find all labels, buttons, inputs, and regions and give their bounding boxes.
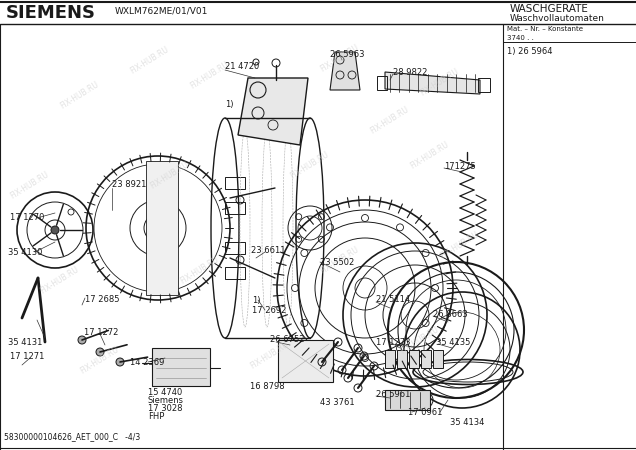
Text: FIX-HUB.RU: FIX-HUB.RU [419,67,461,98]
Text: FIX-HUB.RU: FIX-HUB.RU [39,265,81,296]
Text: FIX-HUB.RU: FIX-HUB.RU [289,149,331,180]
Text: 3740 . .: 3740 . . [507,35,534,41]
Text: FIX-HUB.RU: FIX-HUB.RU [369,104,411,135]
Text: 1): 1) [252,296,261,305]
Text: FIX-HUB.RU: FIX-HUB.RU [149,160,191,190]
Text: 26 5963: 26 5963 [330,50,364,59]
Text: FHP: FHP [148,412,164,421]
Text: 17 1270: 17 1270 [10,213,45,222]
Text: FIX-HUB.RU: FIX-HUB.RU [319,244,361,275]
Text: 17 3028: 17 3028 [148,404,183,413]
Text: FIX-HUB.RU: FIX-HUB.RU [9,170,51,200]
Text: 35 4135: 35 4135 [436,338,471,347]
Text: 16 8798: 16 8798 [250,382,285,391]
Text: 1): 1) [225,100,233,109]
Circle shape [151,221,165,235]
Text: FIX-HUB.RU: FIX-HUB.RU [399,324,441,356]
Polygon shape [238,78,308,145]
Polygon shape [397,350,407,368]
Text: FIX-HUB.RU: FIX-HUB.RU [79,345,121,375]
Text: 14 2369: 14 2369 [130,358,164,367]
Text: 28 9822: 28 9822 [393,68,427,77]
Text: FIX-HUB.RU: FIX-HUB.RU [59,80,101,110]
Text: 17 1272: 17 1272 [84,328,118,337]
Circle shape [78,336,86,344]
Polygon shape [278,340,333,382]
Polygon shape [146,161,178,295]
Text: 58300000104626_AET_000_C   -4/3: 58300000104626_AET_000_C -4/3 [4,432,141,441]
Text: FIX-HUB.RU: FIX-HUB.RU [189,59,231,90]
Text: SIEMENS: SIEMENS [6,4,96,22]
Text: 23 8921: 23 8921 [112,180,146,189]
Text: FIX-HUB.RU: FIX-HUB.RU [439,230,481,261]
Circle shape [51,226,59,234]
Polygon shape [433,350,443,368]
Text: 35 4134: 35 4134 [450,418,485,427]
Polygon shape [409,350,419,368]
Text: 26 5961: 26 5961 [376,390,410,399]
Text: Mat. – Nr. – Konstante: Mat. – Nr. – Konstante [507,26,583,32]
Text: FIX-HUB.RU: FIX-HUB.RU [249,340,291,370]
Text: 23 5502: 23 5502 [320,258,354,267]
Polygon shape [385,72,480,94]
Text: 26 6752: 26 6752 [270,335,305,344]
Text: 26 8663: 26 8663 [433,310,467,319]
Text: FIX-HUB.RU: FIX-HUB.RU [129,45,171,76]
Text: FIX-HUB.RU: FIX-HUB.RU [179,255,221,285]
Text: 17 1273: 17 1273 [376,338,410,347]
Text: WXLM762ME/01/V01: WXLM762ME/01/V01 [115,6,209,15]
Text: 21 5114: 21 5114 [376,295,410,304]
Text: 35 4130: 35 4130 [8,248,43,257]
Polygon shape [330,52,360,90]
Text: 1) 26 5964: 1) 26 5964 [507,47,553,56]
Text: Siemens: Siemens [148,396,184,405]
Polygon shape [385,390,430,410]
Text: 21 4720: 21 4720 [225,62,259,71]
Text: FIX-HUB.RU: FIX-HUB.RU [409,140,451,171]
Text: 17 1271: 17 1271 [10,352,45,361]
Text: 43 3761: 43 3761 [320,398,355,407]
Text: WASCHGERÄTE: WASCHGERÄTE [510,4,589,14]
Text: 35 4131: 35 4131 [8,338,43,347]
Circle shape [116,358,124,366]
Text: Waschvollautomaten: Waschvollautomaten [510,14,605,23]
Text: 17 2685: 17 2685 [85,295,120,304]
Text: FIX-HUB.RU: FIX-HUB.RU [319,43,361,73]
Text: 171275: 171275 [444,162,476,171]
Text: 17 2692: 17 2692 [252,306,286,315]
Circle shape [96,348,104,356]
Text: 15 4740: 15 4740 [148,388,183,397]
Text: 17 0961: 17 0961 [408,408,443,417]
Text: 23 6611: 23 6611 [251,246,286,255]
Circle shape [420,395,430,405]
Polygon shape [421,350,431,368]
Polygon shape [385,350,395,368]
Polygon shape [152,348,210,386]
